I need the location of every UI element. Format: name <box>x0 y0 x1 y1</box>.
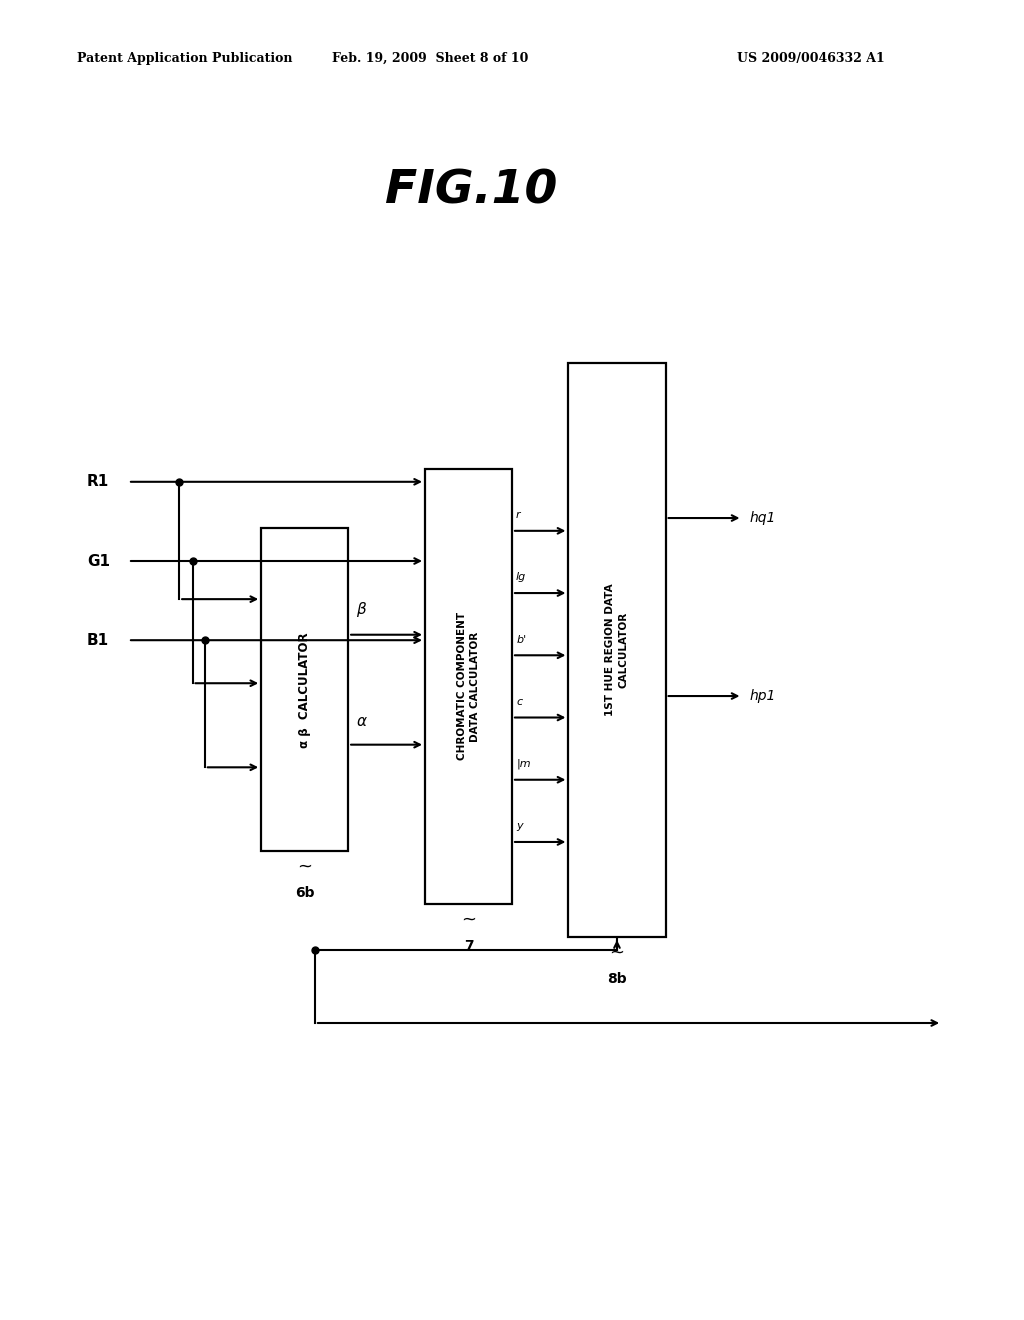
Text: 8b: 8b <box>607 972 627 986</box>
Text: r: r <box>516 511 521 520</box>
Text: R1: R1 <box>87 474 110 490</box>
Bar <box>425 469 512 904</box>
Text: hp1: hp1 <box>750 689 776 704</box>
Bar <box>568 363 666 937</box>
Text: α β  CALCULATOR: α β CALCULATOR <box>298 632 311 747</box>
Text: $\beta$: $\beta$ <box>356 599 368 619</box>
Text: lg: lg <box>516 573 526 582</box>
Text: y: y <box>516 821 522 832</box>
Text: $\alpha$: $\alpha$ <box>356 714 369 729</box>
Text: |m: |m <box>516 759 530 770</box>
Text: b': b' <box>516 635 526 644</box>
Text: 1ST HUE REGION DATA
CALCULATOR: 1ST HUE REGION DATA CALCULATOR <box>605 583 629 717</box>
Text: Feb. 19, 2009  Sheet 8 of 10: Feb. 19, 2009 Sheet 8 of 10 <box>332 51 528 65</box>
Text: ~: ~ <box>609 944 625 962</box>
Text: US 2009/0046332 A1: US 2009/0046332 A1 <box>737 51 885 65</box>
Text: B1: B1 <box>87 632 110 648</box>
Text: ~: ~ <box>461 911 476 929</box>
Text: FIG.10: FIG.10 <box>385 169 557 214</box>
Text: CHROMATIC COMPONENT
DATA CALCULATOR: CHROMATIC COMPONENT DATA CALCULATOR <box>457 612 480 760</box>
Text: 7: 7 <box>464 939 473 953</box>
Text: ~: ~ <box>297 858 312 876</box>
Bar <box>261 528 348 851</box>
Text: G1: G1 <box>87 553 110 569</box>
Text: 6b: 6b <box>295 886 314 900</box>
Text: Patent Application Publication: Patent Application Publication <box>77 51 292 65</box>
Text: c: c <box>516 697 522 708</box>
Text: hq1: hq1 <box>750 511 776 525</box>
